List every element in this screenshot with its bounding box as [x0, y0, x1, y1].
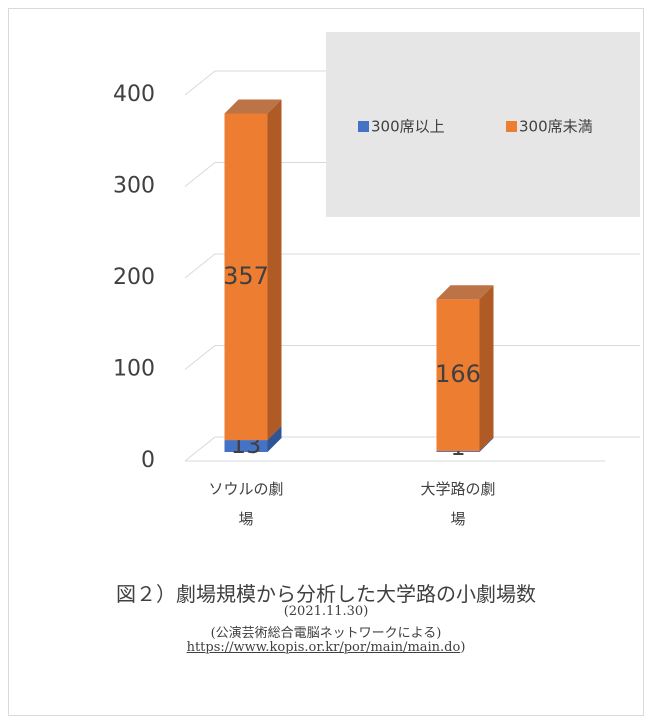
bar-top: [224, 99, 282, 114]
y-tick-label: 300: [113, 174, 155, 199]
data-label: 166: [435, 360, 481, 388]
legend-label: 300席未満: [519, 118, 593, 136]
bar-front: [436, 299, 480, 452]
legend-box: [326, 32, 640, 217]
bar-front: [436, 451, 480, 452]
y-tick-label: 200: [113, 265, 155, 290]
bar: [224, 99, 282, 441]
data-label: 357: [223, 262, 269, 290]
caption-url-line: https://www.kopis.or.kr/por/main/main.do…: [0, 640, 652, 655]
caption-url[interactable]: https://www.kopis.or.kr/por/main/main.do: [186, 640, 461, 655]
x-tick-label: ソウルの劇場: [208, 480, 284, 528]
grid-line: [184, 253, 640, 279]
bar-front: [224, 113, 268, 441]
legend-swatch: [506, 121, 517, 132]
caption-date: (2021.11.30): [283, 604, 369, 619]
grid-line: [184, 345, 640, 370]
y-tick-label: 0: [141, 448, 155, 473]
bar-side: [479, 437, 494, 452]
bar-side: [267, 99, 282, 441]
legend-label: 300席以上: [371, 118, 445, 136]
bar: [436, 285, 494, 452]
bar-top: [436, 285, 494, 300]
legend-swatch: [358, 121, 369, 132]
y-tick-label: 400: [113, 82, 155, 107]
caption-source: (公演芸術総合電脳ネットワークによる): [210, 626, 442, 641]
caption-url-suffix: ): [460, 640, 466, 655]
bar-side: [267, 426, 282, 452]
bar-side: [479, 285, 494, 452]
caption-title: 図２）劇場規模から分析した大学路の小劇場数: [116, 582, 536, 606]
grid-line: [184, 436, 640, 462]
bar-front: [224, 440, 268, 452]
x-tick-label: 大学路の劇場: [420, 480, 496, 528]
y-tick-label: 100: [113, 357, 155, 382]
